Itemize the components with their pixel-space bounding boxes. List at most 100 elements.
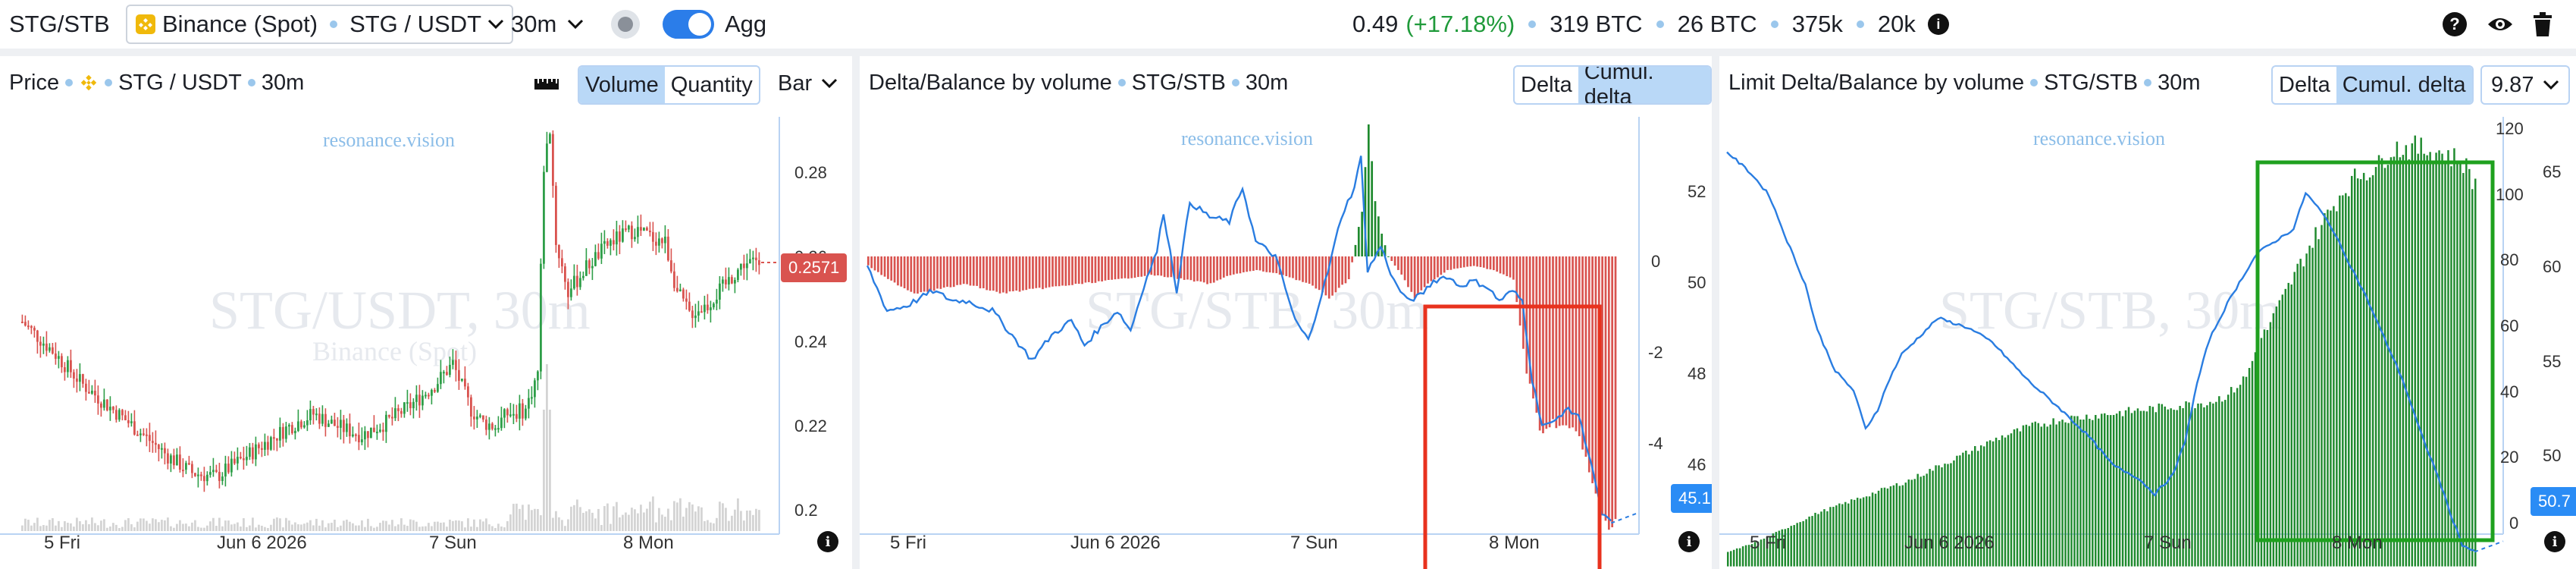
chevron-down-icon — [822, 78, 838, 89]
delta-bar-positive — [2037, 423, 2039, 567]
delta-bar-negative — [1591, 256, 1594, 483]
help-icon[interactable]: ? — [2443, 12, 2467, 36]
delta-bar-positive — [2465, 158, 2468, 567]
quantity-button[interactable]: Quantity — [670, 72, 753, 97]
chart-type-label: Bar — [778, 71, 813, 96]
volume-bar — [52, 518, 54, 531]
candle-body — [303, 425, 306, 428]
volume-bar — [176, 523, 178, 531]
delta-button[interactable]: Delta — [2279, 72, 2330, 97]
delta-bar-positive — [2317, 239, 2320, 567]
candle-body — [437, 384, 439, 392]
delta-bar-positive — [1859, 498, 1862, 567]
y-tick: 0.2 — [794, 501, 818, 520]
delta-bar-positive — [1847, 503, 1850, 567]
delta-bar-positive — [2155, 412, 2158, 567]
chart-info-icon[interactable]: i — [1678, 531, 1700, 552]
delta-bar-positive — [2417, 153, 2419, 567]
volume-button[interactable]: Volume — [579, 67, 665, 103]
separator-dot — [1231, 79, 1239, 86]
candle-body — [97, 395, 99, 404]
candle-body — [564, 266, 566, 282]
delta-bar-positive — [1988, 440, 1992, 567]
volume-btc-1: 319 BTC — [1550, 11, 1643, 37]
candle-body — [500, 417, 503, 429]
volume-bar — [519, 508, 521, 531]
delta-bar-negative — [1209, 256, 1212, 284]
candle-body — [619, 231, 621, 242]
multiplier-selector[interactable]: 9.87 — [2480, 65, 2571, 105]
candle-body — [21, 322, 24, 323]
delta-bar-positive — [1877, 490, 1880, 567]
delta-bar-positive — [2121, 416, 2124, 567]
ruler-icon[interactable] — [534, 74, 559, 91]
volume-bar — [127, 517, 130, 531]
delta-bar-negative — [1008, 256, 1011, 292]
candle-body — [679, 289, 682, 291]
price-chart[interactable] — [0, 109, 852, 569]
cumul-delta-button[interactable]: Cumul. delta — [2336, 67, 2472, 103]
volume-bar — [597, 508, 600, 531]
delta-bar-positive — [2031, 423, 2034, 567]
panel-timeframe: 30m — [261, 70, 305, 95]
volume-bar — [525, 520, 527, 531]
symbol-selector[interactable]: Binance (Spot) STG / USDT — [126, 5, 514, 44]
delta-bar-negative — [1167, 256, 1169, 278]
delta-bar-negative — [1107, 256, 1110, 280]
delta-bar-negative — [1012, 256, 1014, 291]
eye-icon[interactable] — [2487, 14, 2514, 35]
delta-bar-positive — [1820, 511, 1822, 567]
chart-info-icon[interactable]: i — [2544, 531, 2565, 552]
delta-bar-positive — [2206, 405, 2208, 567]
volume-bar — [203, 527, 205, 531]
y-tick: 0.24 — [794, 332, 827, 351]
candle-body — [740, 263, 742, 270]
delta-bar-positive — [2167, 409, 2169, 567]
delta-bar-positive — [1763, 538, 1766, 567]
candle-body — [115, 410, 118, 420]
volume-bar — [631, 508, 633, 531]
chart-type-selector[interactable]: Bar — [778, 65, 838, 102]
delta-bar-negative — [1077, 256, 1080, 284]
chart-info-icon[interactable]: i — [817, 531, 838, 552]
timeframe-selector[interactable]: 30m — [511, 0, 584, 49]
candle-body — [394, 408, 396, 419]
volume-bar — [403, 524, 406, 531]
candle-body — [300, 421, 302, 428]
volume-bar — [49, 520, 51, 531]
delta-button[interactable]: Delta — [1521, 72, 1572, 97]
limit-delta-chart[interactable] — [1719, 109, 2576, 569]
candle-body — [661, 238, 663, 244]
volume-bar — [146, 520, 148, 531]
cumul-delta-button[interactable]: Cumul. delta — [1578, 67, 1710, 103]
delta-bar-negative — [1212, 256, 1215, 283]
volume-bar — [758, 510, 760, 531]
chevron-down-icon — [568, 19, 584, 30]
candle-body — [613, 240, 615, 245]
delta-chart[interactable] — [860, 109, 1712, 569]
trash-icon[interactable] — [2532, 12, 2553, 36]
delta-bar-negative — [1572, 256, 1574, 428]
chevron-down-icon — [487, 19, 504, 30]
delta-bar-positive — [2101, 413, 2103, 567]
trades-count: 375k — [1791, 11, 1843, 37]
info-icon[interactable]: i — [1927, 14, 1949, 35]
candle-body — [161, 448, 163, 450]
delta-bar-negative — [1246, 256, 1249, 272]
y-tick-left: 0 — [2509, 514, 2519, 533]
limit-panel-header: Limit Delta/Balance by volume STG/STB 30… — [1719, 56, 2576, 109]
delta-bar-negative — [1568, 256, 1571, 429]
agg-toggle[interactable] — [663, 10, 714, 39]
delta-bar-positive — [2263, 329, 2266, 567]
delta-bar-negative — [880, 256, 883, 275]
record-toggle[interactable] — [611, 10, 640, 39]
volume-bar — [740, 511, 742, 531]
delta-bar-negative — [992, 256, 995, 291]
candle-body — [555, 185, 557, 245]
delta-bar-positive — [2287, 282, 2289, 567]
volume-bar — [704, 520, 706, 531]
candle-body — [100, 403, 102, 408]
x-tick: 7 Sun — [429, 533, 477, 553]
delta-bar-negative — [1268, 256, 1271, 273]
volume-bar — [579, 507, 581, 531]
